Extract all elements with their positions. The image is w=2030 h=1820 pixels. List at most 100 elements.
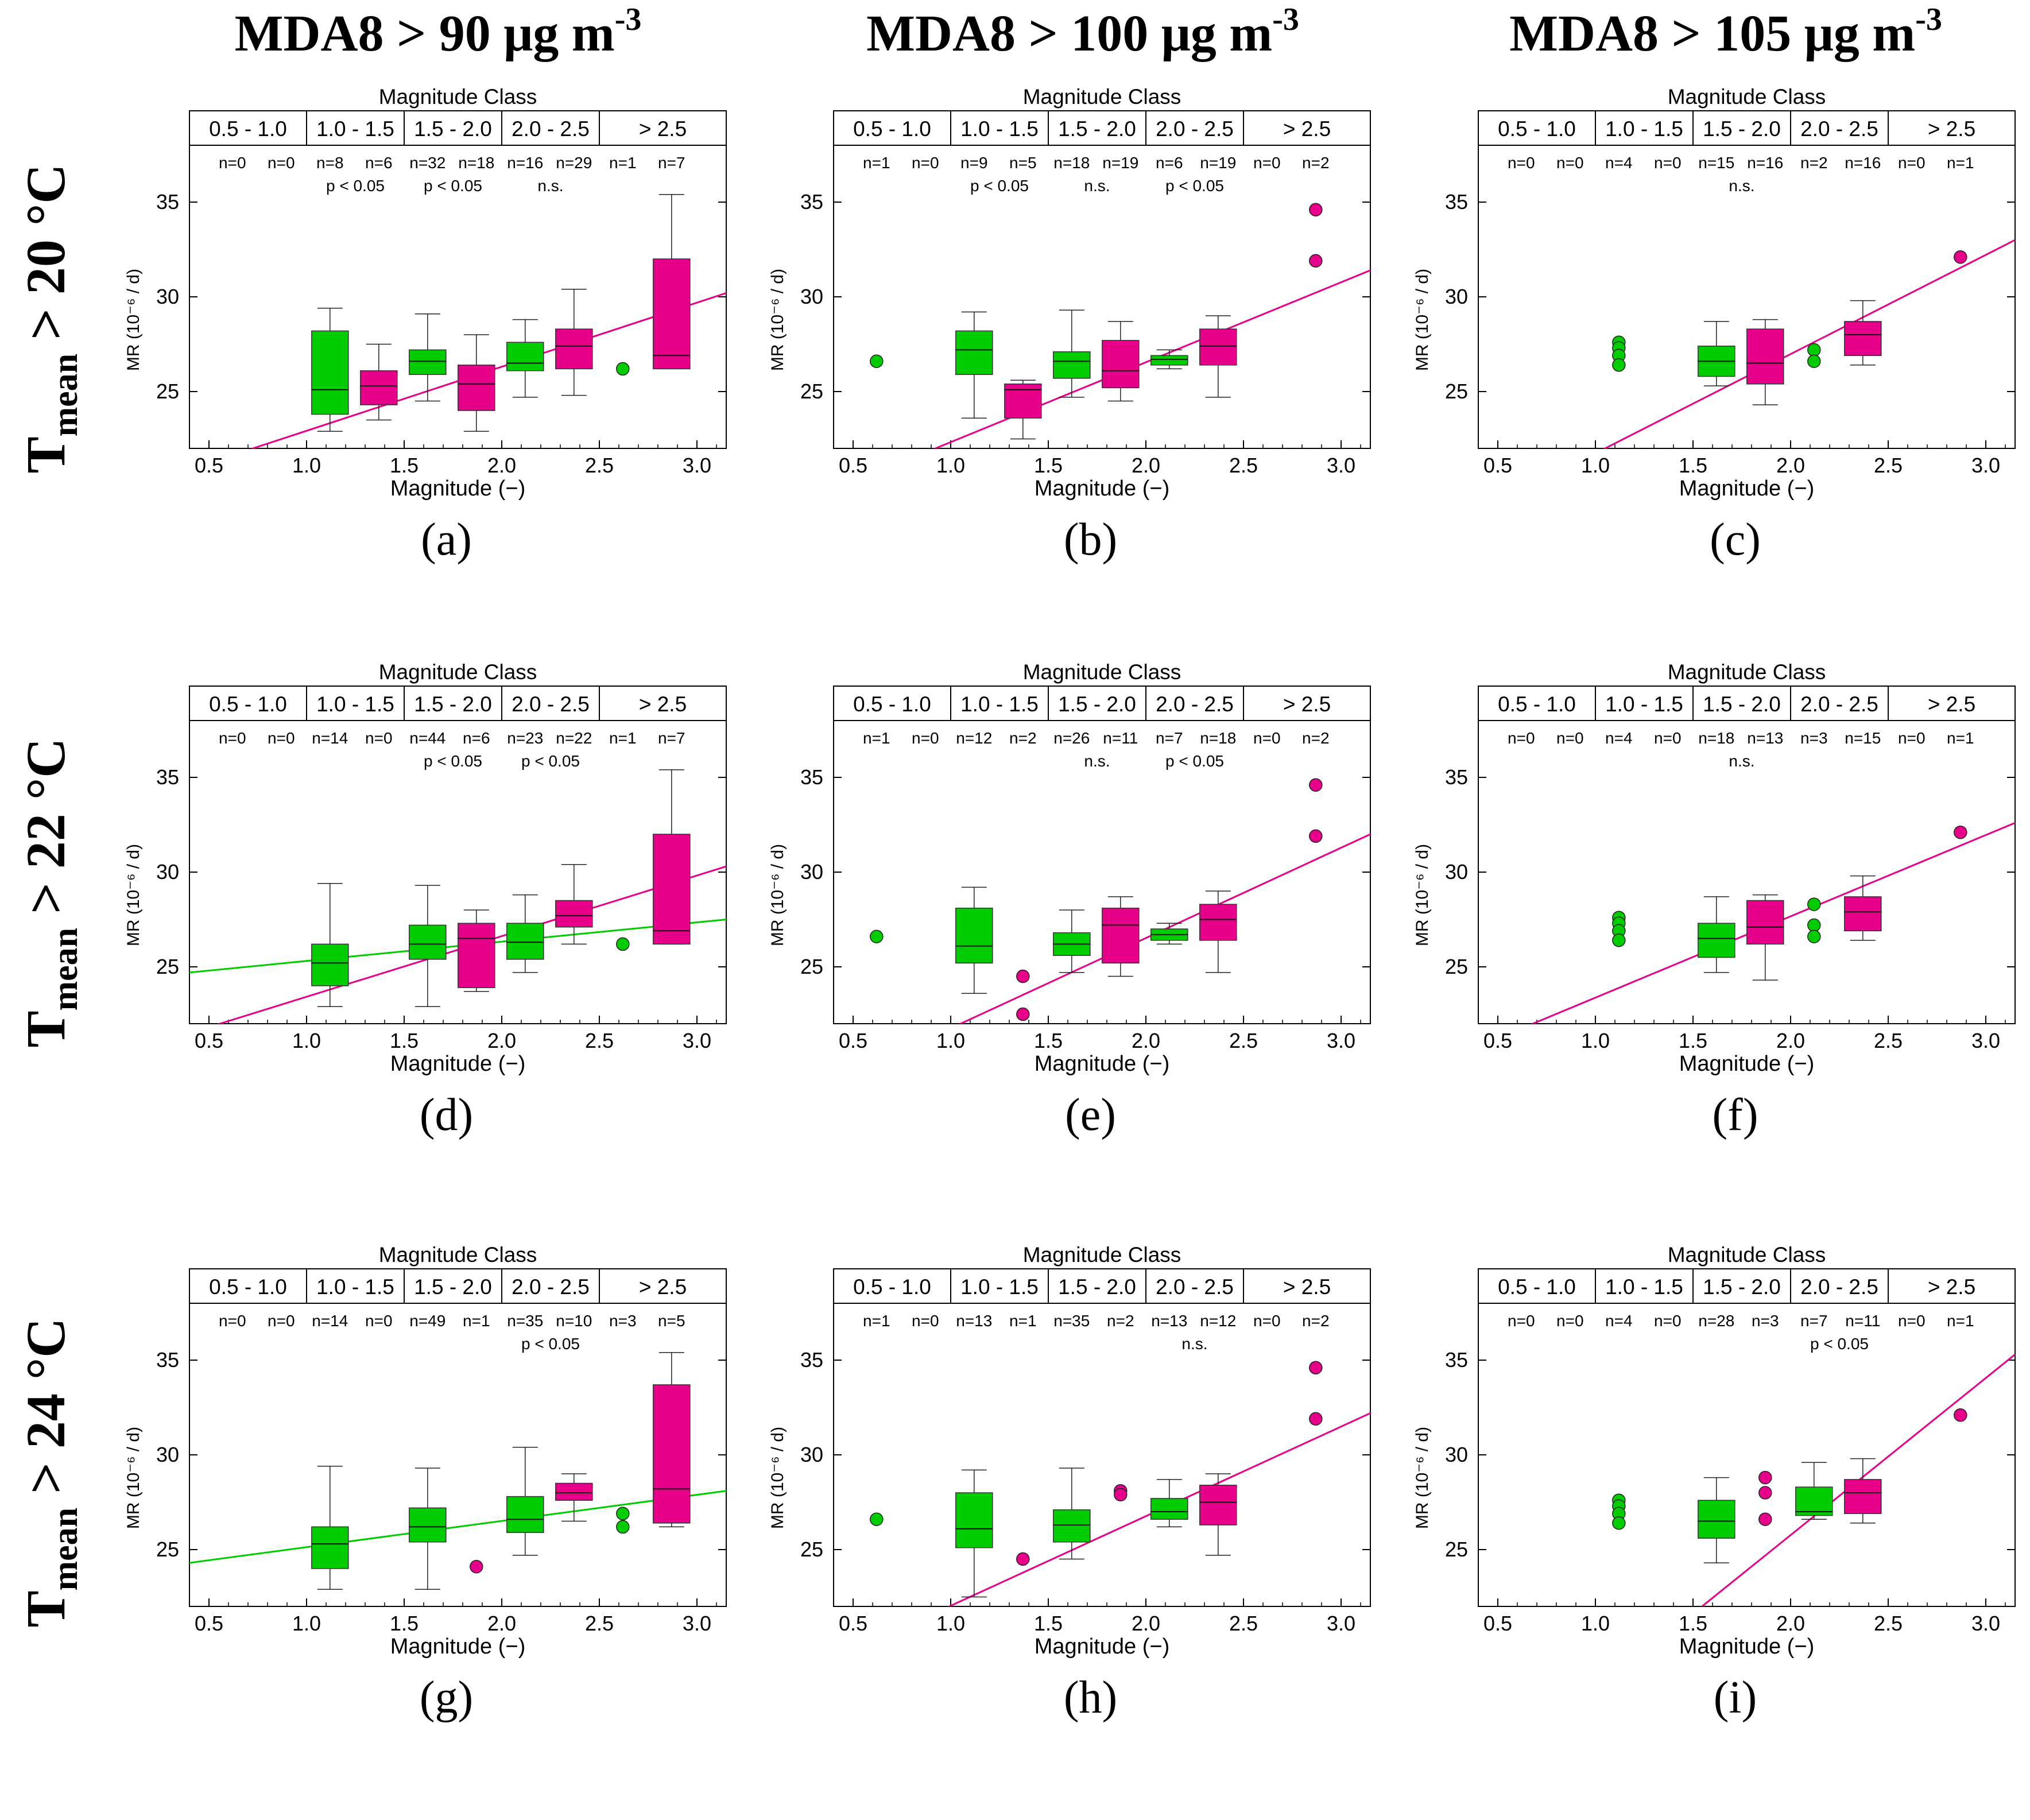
box-magenta — [1199, 1473, 1237, 1556]
row-title-3: Tmean > 24 °C — [15, 1318, 85, 1627]
count-label: n=4 — [1605, 729, 1633, 747]
count-label: n=0 — [1654, 729, 1682, 747]
class-label: 0.5 - 1.0 — [209, 117, 287, 141]
outlier-point-magenta — [1016, 969, 1030, 983]
x-tick-label: 1.5 — [390, 1029, 419, 1052]
x-tick-label: 1.0 — [1581, 1612, 1610, 1635]
x-tick-label: 2.5 — [585, 1029, 614, 1052]
plot-frame — [833, 686, 1371, 1024]
box-magenta — [1004, 380, 1042, 440]
panel-c: Magnitude Class 0.5 - 1.0 1.0 - 1.5 1.5 - 2… — [1413, 85, 2016, 565]
count-label: n=1 — [863, 729, 890, 747]
count-label: n=0 — [1253, 729, 1281, 747]
count-label: n=1 — [1947, 154, 1974, 172]
class-label: > 2.5 — [639, 1275, 687, 1299]
box-green — [1053, 309, 1091, 398]
box-body — [1199, 1485, 1237, 1525]
count-label: n=49 — [409, 1312, 445, 1330]
class-label: > 2.5 — [1283, 692, 1331, 716]
box-body — [506, 342, 544, 371]
class-label: 1.0 - 1.5 — [960, 117, 1039, 141]
outlier-point-green — [1807, 930, 1821, 943]
x-tick-label: 3.0 — [1327, 1029, 1355, 1052]
count-label: n=13 — [1747, 729, 1783, 747]
plot-frame — [189, 1268, 727, 1607]
panel-letter: (h) — [1064, 1672, 1117, 1723]
x-tick-label: 1.0 — [936, 454, 965, 477]
count-label: n=3 — [1800, 729, 1828, 747]
box-magenta — [653, 194, 691, 370]
panel-f: Magnitude Class 0.5 - 1.0 1.0 - 1.5 1.5 - 2… — [1413, 660, 2016, 1140]
count-label: n=3 — [1752, 1312, 1779, 1330]
data-layer — [870, 1361, 1370, 1606]
class-label: 1.0 - 1.5 — [1605, 117, 1683, 141]
box-body — [409, 924, 447, 960]
x-tick-label: 0.5 — [1483, 1612, 1512, 1635]
y-tick-label: 35 — [800, 765, 823, 789]
significance-label: p < 0.05 — [970, 177, 1029, 195]
y-tick-label: 35 — [800, 1348, 823, 1372]
count-label: n=12 — [1200, 1312, 1236, 1330]
class-label: 1.0 - 1.5 — [316, 692, 394, 716]
class-label: 1.5 - 2.0 — [1703, 692, 1781, 716]
x-tick-label: 2.5 — [1874, 454, 1903, 477]
outlier-point-green — [1807, 918, 1821, 932]
outlier-point-green — [1612, 1516, 1626, 1530]
y-tick-label: 30 — [1445, 1443, 1468, 1466]
count-label: n=22 — [556, 729, 592, 747]
count-label: n=15 — [1698, 154, 1734, 172]
plot-frame — [189, 686, 727, 1024]
count-label: n=4 — [1605, 154, 1633, 172]
data-layer — [1603, 239, 2015, 448]
count-label: n=19 — [1102, 154, 1138, 172]
x-tick-label: 1.0 — [1581, 1029, 1610, 1052]
count-label: n=0 — [365, 1312, 393, 1330]
box-magenta — [555, 864, 593, 945]
outlier-point-magenta — [1758, 1470, 1772, 1485]
box-body — [653, 1384, 691, 1524]
box-body — [653, 834, 691, 945]
panel-e: Magnitude Class 0.5 - 1.0 1.0 - 1.5 1.5 - 2… — [768, 660, 1371, 1140]
y-tick-label: 25 — [1445, 955, 1468, 978]
box-green — [1053, 909, 1091, 973]
y-tick-label: 30 — [1445, 860, 1468, 884]
x-tick-label: 3.0 — [1971, 1612, 2000, 1635]
x-tick-label: 1.0 — [936, 1612, 965, 1635]
box-magenta — [1844, 1458, 1882, 1524]
x-tick-label: 2.0 — [1776, 1029, 1805, 1052]
data-layer — [870, 778, 1370, 1024]
box-magenta — [653, 1352, 691, 1528]
x-tick-label: 2.0 — [1776, 1612, 1805, 1635]
panel-title: Magnitude Class — [1023, 85, 1181, 109]
count-label: n=0 — [219, 729, 246, 747]
outlier-point-green — [870, 930, 884, 943]
count-label: n=29 — [556, 154, 592, 172]
regression-line-green — [189, 1490, 726, 1564]
x-axis-label: Magnitude (−) — [1035, 1635, 1170, 1659]
box-body — [555, 328, 593, 370]
box-green — [409, 1467, 447, 1590]
count-label: n=0 — [268, 154, 295, 172]
x-tick-label: 2.5 — [1874, 1612, 1903, 1635]
count-label: n=44 — [409, 729, 445, 747]
count-label: n=1 — [863, 154, 890, 172]
significance-label: p < 0.05 — [424, 177, 482, 195]
outlier-point-magenta — [470, 1559, 483, 1574]
plot-frame — [833, 110, 1371, 449]
count-label: n=1 — [1947, 1312, 1974, 1330]
column-title-3: MDA8 > 105 μg m-3 — [1509, 2, 1942, 62]
box-body — [360, 370, 398, 405]
panel-letter: (c) — [1710, 514, 1761, 565]
box-magenta — [360, 343, 398, 421]
y-tick-label: 25 — [800, 955, 823, 978]
class-label: 1.5 - 2.0 — [1703, 117, 1781, 141]
outlier-point-green — [1612, 934, 1626, 947]
y-axis-label: MR (10⁻⁶ / d) — [124, 269, 143, 371]
count-label: n=0 — [1508, 154, 1535, 172]
box-green — [506, 894, 544, 973]
box-green — [1795, 1462, 1833, 1520]
significance-label: n.s. — [1084, 177, 1110, 195]
y-tick-label: 30 — [1445, 285, 1468, 308]
box-body — [1795, 1486, 1833, 1516]
